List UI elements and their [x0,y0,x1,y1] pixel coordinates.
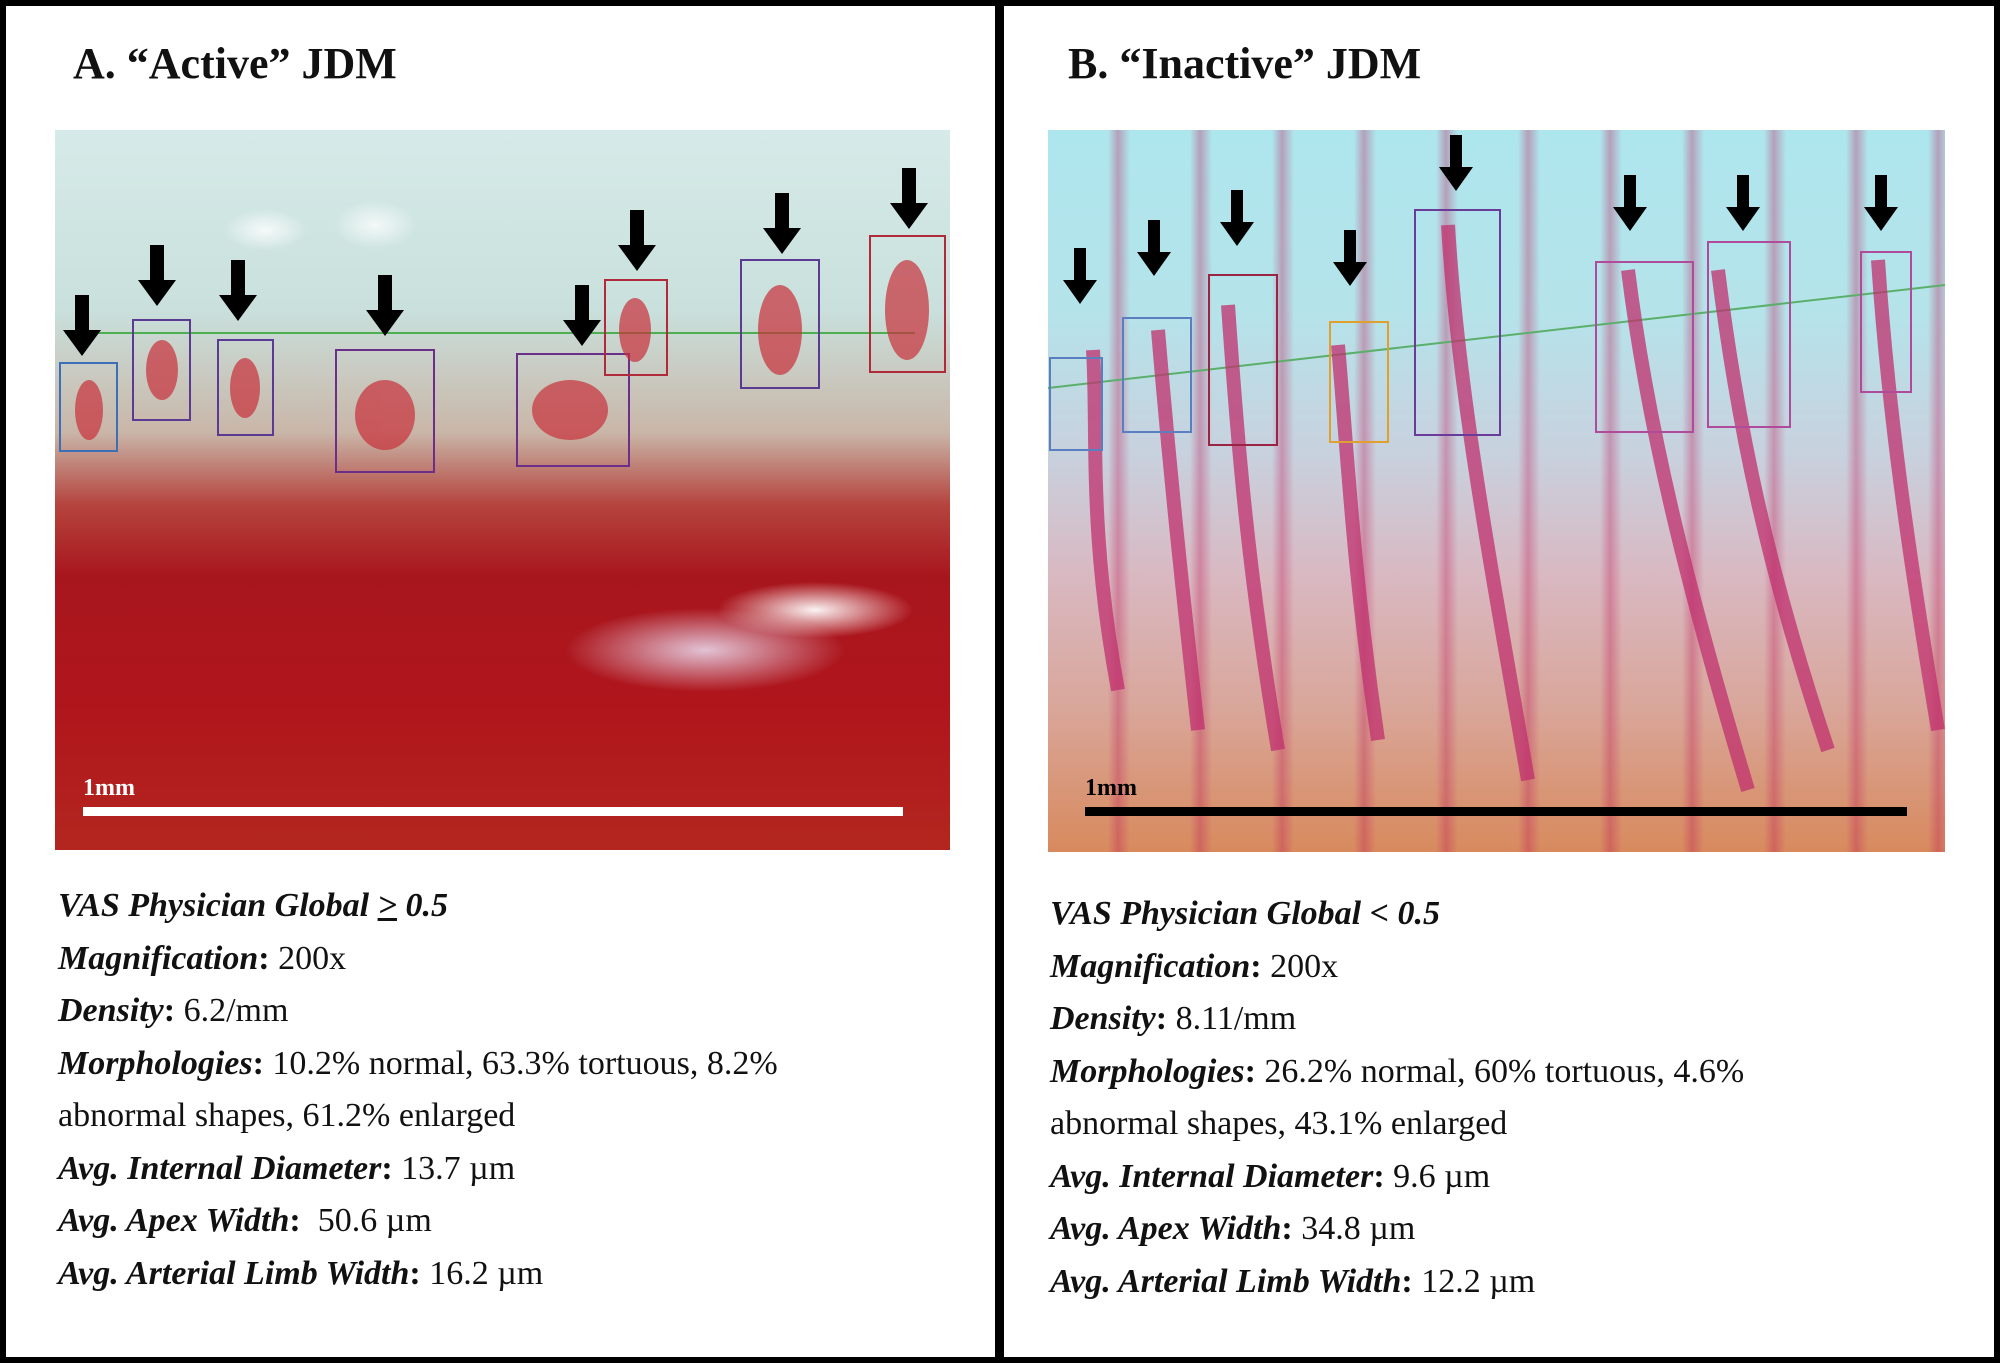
panel-a-metrics: VAS Physician Global > 0.5 Magnification… [58,880,958,1300]
scale-bar-label: 1mm [1085,775,1137,801]
metric-row: Avg. Apex Width: 34.8 µm [1050,1210,1416,1247]
metric-row: Morphologies: 10.2% normal, 63.3% tortuo… [58,1044,778,1082]
panel-a-title: A. “Active” JDM [73,39,397,88]
metric-row: Avg. Internal Diameter: 9.6 µm [1050,1157,1491,1195]
vas-heading: VAS Physician Global < 0.5 [1050,895,1440,932]
capillary [146,340,178,400]
capillaroscopy-image-active: 1mm [55,130,950,850]
panel-divider [995,0,1004,1363]
capillary-annotations-inactive [1048,135,1945,793]
capillary [1151,329,1205,731]
vas-heading: VAS Physician Global > 0.5 [58,887,448,924]
capillary [355,380,415,450]
down-arrow-icon [618,210,656,271]
down-arrow-icon [63,295,101,356]
capillary-box [1707,241,1791,428]
reference-line [1048,284,1945,389]
metric-row-continued: abnormal shapes, 61.2% enlarged [58,1097,516,1134]
capillary-box [1049,357,1103,451]
capillary [1621,269,1755,793]
capillary [1221,304,1285,752]
metric-row: Avg. Internal Diameter: 13.7 µm [58,1149,516,1187]
capillary [885,260,929,360]
capillary-box [1414,209,1501,436]
metric-row: Magnification: 200x [1050,947,1339,985]
down-arrow-icon [219,260,257,321]
down-arrow-icon [1439,135,1473,191]
capillary [619,298,651,362]
metric-row: Magnification: 200x [58,939,347,977]
capillary-box [1860,251,1912,393]
metric-row: Morphologies: 26.2% normal, 60% tortuous… [1050,1052,1745,1090]
down-arrow-icon [366,275,404,336]
capillary-box [869,235,946,373]
capillary-box [335,349,435,473]
down-arrow-icon [1063,248,1097,304]
capillary [1441,224,1535,782]
capillary-annotations-active [59,168,946,473]
capillary [1331,344,1385,742]
metric-row: Avg. Apex Width: 50.6 µm [58,1202,432,1239]
metric-row: Density: 6.2/mm [58,992,289,1029]
metric-row-continued: abnormal shapes, 43.1% enlarged [1050,1105,1508,1142]
down-arrow-icon [1333,230,1367,286]
scale-bar [1085,807,1907,816]
capillary [1711,269,1835,753]
down-arrow-icon [563,285,601,346]
down-arrow-icon [1613,175,1647,231]
capillary [230,358,260,418]
down-arrow-icon [1864,175,1898,231]
metric-row: Density: 8.11/mm [1050,1000,1297,1037]
capillary [758,285,802,375]
capillary-box [217,339,274,436]
capillary-box [740,259,820,389]
capillary [1871,259,1945,732]
down-arrow-icon [763,193,801,254]
down-arrow-icon [1726,175,1760,231]
down-arrow-icon [138,245,176,306]
capillary [75,380,103,440]
panel-b-metrics: VAS Physician Global < 0.5 Magnification… [1050,888,1950,1308]
arrows-active [63,168,928,356]
capillaroscopy-image-inactive: 1mm [1048,130,1945,852]
down-arrow-icon [890,168,928,229]
arrows-inactive [1063,135,1898,304]
capillary-box [516,353,630,467]
capillary-box [1329,321,1389,443]
capillary-box [1595,261,1694,433]
scale-bar-label: 1mm [83,775,135,801]
capillary-box [59,362,118,452]
capillary [1086,349,1125,692]
scale-bar [83,807,903,816]
capillary-box [1208,274,1278,446]
capillary-box [604,279,668,376]
capillary [532,380,608,440]
metric-row: Avg. Arterial Limb Width: 12.2 µm [1050,1262,1536,1300]
capillary-box [132,319,191,421]
down-arrow-icon [1220,190,1254,246]
down-arrow-icon [1137,220,1171,276]
panel-b-title: B. “Inactive” JDM [1068,39,1422,88]
capillary-box [1122,317,1192,433]
metric-row: Avg. Arterial Limb Width: 16.2 µm [58,1254,544,1292]
